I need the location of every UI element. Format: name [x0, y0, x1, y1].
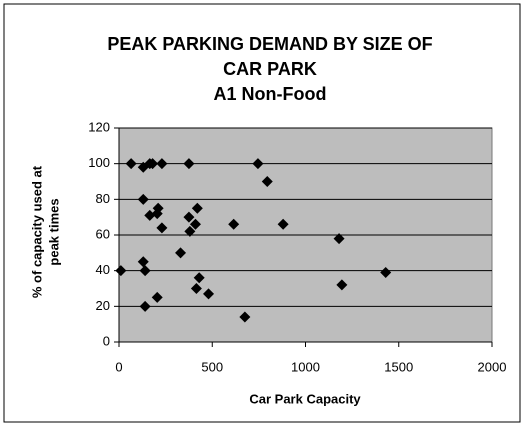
point: [152, 202, 164, 214]
point: [380, 266, 392, 278]
y-axis-label: % of capacity used at: [29, 165, 44, 298]
y-tick-label: 40: [96, 262, 110, 277]
point: [252, 158, 264, 170]
point: [147, 158, 159, 170]
y-tick-label: 80: [96, 191, 110, 206]
x-tick-label: 1500: [384, 359, 413, 374]
x-tick-label: 0: [115, 359, 122, 374]
point: [183, 158, 195, 170]
chart-title: CAR PARK: [223, 59, 317, 79]
point: [189, 218, 201, 230]
point: [183, 211, 195, 223]
chart-title: PEAK PARKING DEMAND BY SIZE OF: [107, 34, 432, 54]
point: [239, 311, 251, 323]
point: [336, 279, 348, 291]
x-axis-label: Car Park Capacity: [249, 391, 361, 406]
point: [156, 158, 168, 170]
point: [228, 218, 240, 230]
y-tick-label: 20: [96, 298, 110, 313]
y-tick-label: 0: [103, 333, 110, 348]
point: [333, 233, 345, 245]
point: [139, 265, 151, 277]
point: [175, 247, 187, 259]
point: [125, 158, 137, 170]
point: [144, 209, 156, 221]
point: [115, 265, 127, 277]
point: [137, 193, 149, 205]
point: [156, 222, 168, 234]
point: [277, 218, 289, 230]
point: [184, 225, 196, 237]
x-tick-label: 1000: [291, 359, 320, 374]
point: [193, 272, 205, 284]
y-tick-label: 120: [88, 119, 110, 134]
y-tick-label: 60: [96, 226, 110, 241]
y-axis-label: peak times: [46, 198, 61, 265]
x-tick-label: 500: [201, 359, 223, 374]
y-tick-label: 100: [88, 155, 110, 170]
point: [151, 291, 163, 303]
point: [190, 283, 202, 294]
point: [137, 256, 149, 268]
point: [191, 202, 203, 214]
point: [139, 300, 151, 312]
x-tick-label: 2000: [478, 359, 507, 374]
chart-subtitle: A1 Non-Food: [214, 84, 327, 104]
point: [261, 176, 273, 187]
point: [203, 288, 215, 300]
